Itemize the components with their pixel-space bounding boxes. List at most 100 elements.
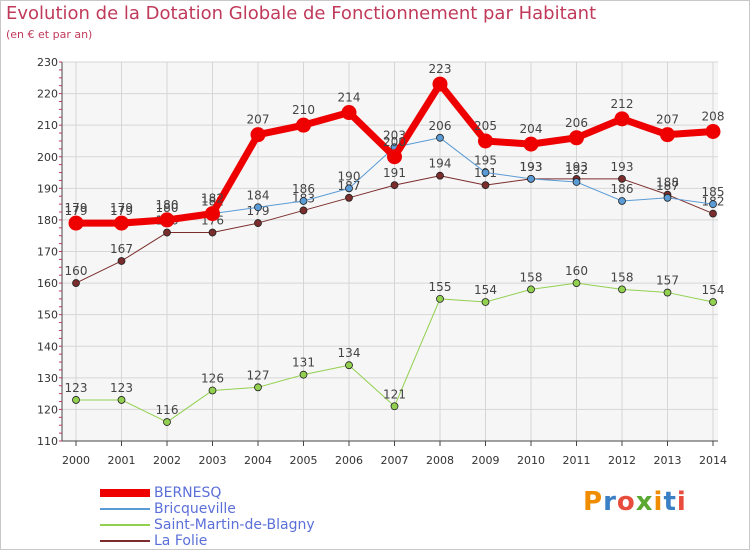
logo-letter: i [676,487,687,517]
data-point [478,133,493,149]
data-label: 180 [156,198,179,212]
data-label: 191 [383,166,406,180]
x-tick-label: 2005 [290,454,318,467]
data-point [345,184,353,193]
y-tick-label: 130 [37,372,58,385]
legend-label: BERNESQ [154,485,222,501]
data-label: 184 [247,188,270,202]
legend-label: La Folie [154,533,208,549]
data-label: 179 [65,204,88,218]
x-tick-label: 2012 [608,454,636,467]
data-point [663,193,672,202]
y-tick-label: 190 [37,182,58,195]
logo-letter: i [653,487,664,517]
data-label: 160 [65,264,88,278]
data-label: 193 [520,160,543,174]
y-tick-label: 150 [37,309,58,322]
x-tick-label: 2006 [335,454,363,467]
x-tick-label: 2000 [62,454,90,467]
data-label: 206 [565,116,588,130]
y-tick-label: 120 [37,403,58,416]
data-point [481,168,490,177]
y-tick-label: 110 [37,435,58,448]
legend-label: Saint-Martin-de-Blagny [154,517,315,533]
data-label: 210 [292,103,315,117]
chart-subtitle: (en € et par an) [6,28,93,41]
data-label: 204 [520,122,543,136]
data-point [436,133,444,142]
data-point [159,212,175,228]
legend-swatch [100,508,150,510]
data-point [387,149,402,165]
x-tick-label: 2010 [517,454,545,467]
data-point [436,171,444,180]
data-label: 188 [656,176,679,190]
data-label: 123 [65,381,88,395]
data-point [618,285,626,294]
data-label: 212 [611,97,634,111]
data-point [527,174,535,183]
x-tick-label: 2007 [381,454,409,467]
data-label: 186 [611,182,634,196]
data-label: 121 [383,387,406,401]
data-point [569,130,584,146]
data-label: 179 [110,201,133,215]
data-point [436,294,444,303]
data-label: 223 [429,62,452,76]
data-label: 131 [292,356,315,370]
data-point [705,123,721,139]
data-point [205,206,220,222]
x-tick-label: 2014 [699,454,727,467]
data-point [299,197,308,205]
logo-letter: t [663,487,677,517]
data-label: 205 [474,119,497,133]
logo-letter: x [635,487,654,517]
data-label: 180 [156,201,179,215]
data-label: 207 [247,113,270,127]
data-point [572,178,581,186]
data-label: 193 [520,160,543,174]
y-tick-label: 230 [37,56,58,69]
data-label: 134 [338,346,361,360]
data-label: 160 [565,264,588,278]
data-point [390,402,399,411]
data-label: 192 [565,163,588,177]
data-point [660,127,675,143]
data-label: 194 [429,157,452,171]
y-tick-label: 140 [37,340,58,353]
data-point [663,288,672,297]
data-point [72,279,80,287]
x-tick-label: 2008 [426,454,454,467]
x-tick-label: 2001 [108,454,136,467]
data-point [254,219,262,227]
x-tick-label: 2002 [153,454,181,467]
data-point [341,105,357,121]
chart-title: Evolution de la Dotation Globale de Fonc… [6,3,597,24]
data-label: 208 [702,109,725,123]
data-label: 116 [156,403,179,417]
data-point [254,203,262,212]
logo-letter: r [603,487,617,517]
data-label: 154 [702,283,725,297]
data-label: 123 [110,381,133,395]
data-point [481,181,490,190]
proxiti-logo: Proxiti [583,487,687,517]
data-point [114,215,129,231]
data-label: 193 [565,160,588,174]
data-point [709,298,717,306]
data-point [117,396,126,404]
data-label: 200 [383,135,406,149]
data-point [572,279,581,287]
x-tick-label: 2013 [654,454,682,467]
data-point [523,136,539,152]
data-point [618,197,626,205]
data-point [208,228,217,237]
data-point [117,257,126,265]
data-label: 179 [65,201,88,215]
data-point [299,370,308,379]
data-label: 203 [383,128,406,142]
data-label: 157 [656,274,679,288]
data-point [296,117,311,133]
legend-swatch [100,540,150,542]
data-label: 206 [429,119,452,133]
